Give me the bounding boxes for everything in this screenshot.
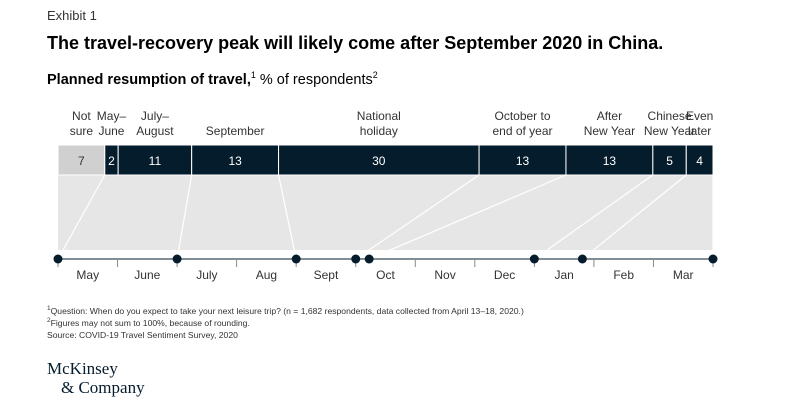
footnote-1: 1Question: When do you expect to take yo… xyxy=(47,305,524,316)
month-label-may: May xyxy=(76,268,99,282)
footnote-2: 2Figures may not sum to 100%, because of… xyxy=(47,316,250,328)
category-label: Not xyxy=(72,109,91,123)
bar-value-label: 2 xyxy=(108,154,115,168)
subtitle-sup2: 2 xyxy=(372,70,378,81)
category-label: July– xyxy=(141,109,169,123)
bar-value-label: 13 xyxy=(228,154,242,168)
connector-line xyxy=(277,174,297,260)
month-label-dec: Dec xyxy=(494,268,515,282)
logo-line1: McKinsey xyxy=(47,359,118,378)
category-label: August xyxy=(136,124,174,138)
footnote-source: Source: COVID-19 Travel Sentiment Survey… xyxy=(47,329,238,340)
category-label: October to xyxy=(494,109,550,123)
connector-line xyxy=(534,174,654,260)
mckinsey-logo: McKinsey & Company xyxy=(47,359,145,397)
bar-value-label: 11 xyxy=(149,154,162,168)
exhibit-label: Exhibit 1 xyxy=(47,8,97,23)
chart-subtitle: Planned resumption of travel,1 % of resp… xyxy=(47,70,378,88)
timeline-point xyxy=(577,254,587,264)
connector-line xyxy=(582,174,687,260)
category-label: Chinese xyxy=(648,109,692,123)
month-label-sept: Sept xyxy=(314,268,339,282)
footnotes: 1Question: When do you expect to take yo… xyxy=(47,305,524,341)
subtitle-bold: Planned resumption of travel, xyxy=(47,72,251,88)
category-label: holiday xyxy=(360,124,398,138)
bar-october-to-end-of-year xyxy=(478,144,567,176)
month-label-oct: Oct xyxy=(376,268,395,282)
timeline-point xyxy=(172,254,182,264)
connector-line xyxy=(355,174,480,260)
category-label: New Year xyxy=(644,124,695,138)
connector-line xyxy=(368,174,567,260)
category-label: later xyxy=(688,124,711,138)
bar-value-label: 4 xyxy=(696,154,703,168)
category-label: September xyxy=(206,124,265,138)
category-label: After xyxy=(597,109,622,123)
bar-even-later xyxy=(685,144,714,176)
bar-chinese-new-year xyxy=(652,144,687,176)
category-label: end of year xyxy=(492,124,552,138)
connector-line xyxy=(57,174,106,260)
timeline-point xyxy=(529,254,539,264)
bar-value-label: 13 xyxy=(516,154,530,168)
bar-value-label: 5 xyxy=(666,154,673,168)
subtitle-sup1: 1 xyxy=(250,70,256,81)
category-label: May– xyxy=(97,109,127,123)
bar-after-new-year xyxy=(565,144,654,176)
month-label-jan: Jan xyxy=(554,268,573,282)
subtitle-rest: % of respondents xyxy=(255,72,373,88)
category-label: New Year xyxy=(584,124,635,138)
month-label-mar: Mar xyxy=(673,268,694,282)
timeline-point xyxy=(708,254,718,264)
logo-line2: & Company xyxy=(61,378,145,397)
timeline-point xyxy=(53,254,63,264)
timeline-point xyxy=(291,254,301,264)
category-label: Even xyxy=(686,109,713,123)
chart-svg: 7 2 11 13 30 13 13 5 4NotsureMay–JuneJuly–August… xyxy=(53,109,718,282)
month-label-feb: Feb xyxy=(613,268,634,282)
category-label: June xyxy=(98,124,124,138)
bar-value-label: 7 xyxy=(78,154,85,168)
month-label-aug: Aug xyxy=(256,268,277,282)
timeline-point xyxy=(364,254,374,264)
chart-title: The travel-recovery peak will likely com… xyxy=(47,33,664,53)
connector-line xyxy=(176,174,193,260)
category-label: National xyxy=(357,109,401,123)
month-label-july: July xyxy=(196,268,217,282)
bar-value-label: 13 xyxy=(603,154,617,168)
bar-july-august xyxy=(117,144,193,176)
bar-value-label: 30 xyxy=(372,154,386,168)
category-label: sure xyxy=(70,124,94,138)
timeline-point xyxy=(351,254,361,264)
month-label-june: June xyxy=(134,268,160,282)
month-label-nov: Nov xyxy=(434,268,455,282)
distribution-band xyxy=(58,175,713,250)
